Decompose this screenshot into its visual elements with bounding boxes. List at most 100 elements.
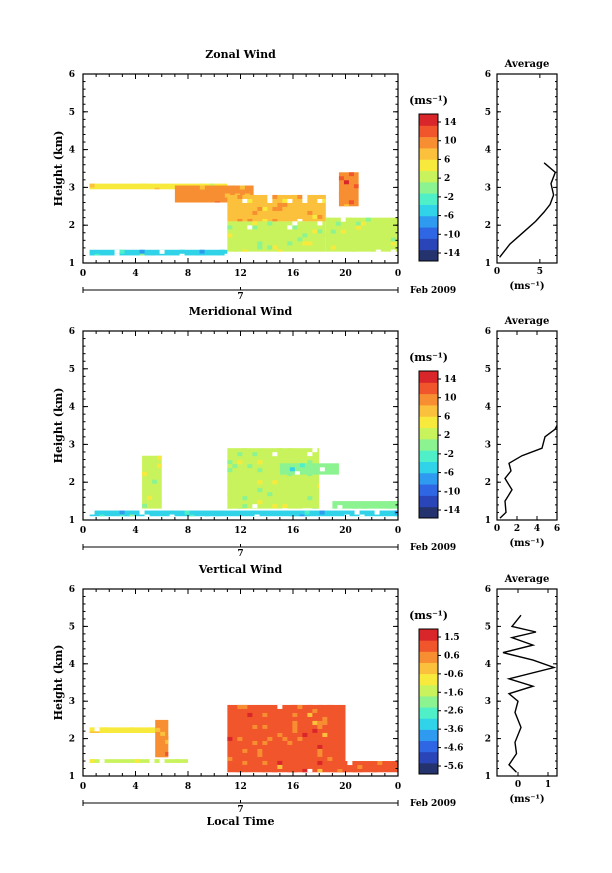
heatmap-cell (257, 500, 263, 505)
heatmap-cell (330, 229, 336, 234)
heatmap-gap (277, 704, 283, 709)
x-tick-label: 0 (80, 782, 86, 792)
heatmap-cell (338, 172, 359, 207)
heatmap-cell (232, 720, 238, 725)
y-tick-label: 5 (69, 622, 75, 632)
heatmap-cell (227, 225, 233, 230)
average-y-tick-label: 5 (485, 108, 491, 118)
heatmap-region (142, 455, 162, 509)
heatmap-region (325, 217, 398, 252)
heatmap-cell (257, 752, 263, 757)
average-title: Average (504, 59, 550, 70)
colorbar-swatch (419, 506, 438, 519)
heatmap-cell (199, 249, 205, 254)
heatmap-cell (89, 731, 95, 733)
heatmap-cell (179, 249, 185, 254)
heatmap-cell (317, 194, 323, 199)
heatmap-cell (338, 176, 344, 181)
heatmap-cell (337, 720, 343, 725)
heatmap-cell (89, 183, 228, 190)
x-tick-label: 0 (395, 269, 401, 279)
heatmap-cell (343, 200, 349, 205)
heatmap-cell (312, 214, 318, 219)
heatmap-cell (129, 727, 135, 732)
heatmap-cell (262, 760, 268, 765)
heatmap-cell (227, 492, 233, 497)
heatmap-cell (317, 484, 320, 489)
heatmap-gap (179, 253, 185, 256)
heatmap-cell (247, 712, 253, 717)
heatmap-cell (267, 732, 273, 737)
heatmap-gap (312, 448, 318, 453)
heatmap-cell (242, 249, 248, 252)
heatmap-cell (242, 210, 248, 215)
heatmap-cell (307, 210, 313, 215)
heatmap-cell (292, 720, 298, 725)
heatmap-cell (229, 185, 235, 190)
heatmap-cell (375, 233, 381, 238)
heatmap-cell (272, 768, 278, 773)
heatmap-cell (307, 756, 313, 761)
heatmap-cell (89, 510, 398, 517)
heatmap-cell (317, 760, 323, 765)
heatmap-cell (272, 237, 278, 242)
heatmap-cell (350, 229, 356, 234)
heatmap-cell (337, 748, 343, 753)
average-y-tick-label: 5 (485, 365, 491, 375)
heatmap-region (332, 761, 398, 773)
heatmap-cell (129, 510, 135, 515)
heatmap-gap (149, 759, 155, 763)
y-tick-label: 5 (69, 365, 75, 375)
y-tick-label: 6 (69, 585, 75, 595)
heatmap-cell (139, 249, 145, 254)
y-tick-label: 3 (69, 440, 75, 450)
heatmap-cell (252, 225, 258, 230)
heatmap-cell (247, 194, 253, 199)
heatmap-cell (147, 495, 153, 500)
x-tick-label: 0 (395, 526, 401, 536)
x-tick-label: 8 (185, 269, 191, 279)
heatmap-cell (307, 704, 313, 709)
heatmap-cell (257, 460, 263, 465)
heatmap-cell (232, 764, 238, 769)
heatmap-cell (287, 756, 293, 761)
heatmap-cell (242, 748, 248, 753)
x-tick-label: 16 (287, 269, 300, 279)
colorbar-tick-label: -2.6 (444, 707, 463, 717)
x-tick-label: 4 (132, 782, 138, 792)
heatmap-cell (390, 241, 396, 246)
heatmap-cell (327, 724, 333, 729)
heatmap-gap (114, 253, 120, 256)
heatmap-cell (119, 514, 125, 517)
heatmap-cell (189, 514, 195, 517)
colorbar-swatch (419, 159, 438, 172)
colorbar-swatch (419, 382, 438, 395)
heatmap-cell (247, 468, 253, 473)
heatmap-cell (227, 756, 233, 761)
heatmap-cell (252, 210, 258, 215)
average-y-tick-label: 3 (485, 440, 491, 450)
heatmap-cell (104, 727, 110, 732)
heatmap-cell (142, 503, 148, 508)
colorbar-swatch (419, 707, 438, 719)
heatmap-cell (302, 768, 308, 773)
heatmap-cell (277, 202, 283, 207)
heatmap-region (279, 463, 339, 475)
colorbar-swatch (419, 762, 438, 775)
average-y-tick-label: 6 (485, 70, 491, 80)
heatmap-gap (94, 727, 100, 732)
heatmap-cell (304, 510, 310, 515)
heatmap-gap (272, 452, 278, 457)
heatmap-cell (262, 206, 268, 211)
heatmap-cell (297, 736, 303, 741)
heatmap-region (155, 719, 169, 758)
heatmap-region (89, 727, 162, 733)
heatmap-cell (152, 459, 158, 464)
heatmap-cell (242, 504, 248, 509)
heatmap-gap (169, 514, 175, 517)
colorbar-swatch (419, 404, 438, 417)
heatmap-cell (297, 752, 303, 757)
heatmap-gap (247, 225, 253, 230)
heatmap-cell (242, 764, 248, 769)
heatmap-cell (309, 467, 315, 472)
